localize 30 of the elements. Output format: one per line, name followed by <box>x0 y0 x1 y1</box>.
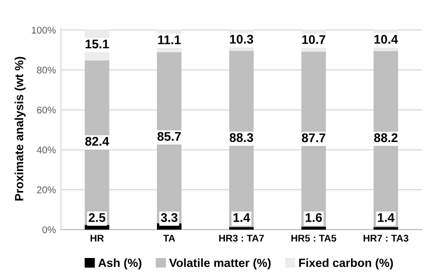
data-label: 82.4 <box>85 136 110 146</box>
legend-label: Fixed carbon (%) <box>299 258 393 270</box>
data-label: 1.6 <box>306 213 322 222</box>
data-label: 10.7 <box>302 35 326 44</box>
data-label: 2.5 <box>88 213 106 222</box>
x-tick-label: TA <box>163 234 176 242</box>
data-label: 87.7 <box>302 133 326 142</box>
y-axis-title: Proximate analysis (wt %) <box>14 56 26 201</box>
y-tick-label: 100% <box>32 26 56 34</box>
legend-label: Volatile matter (%) <box>169 258 271 270</box>
x-tick-label: HR <box>90 234 104 242</box>
y-tick-label: 20% <box>37 186 56 194</box>
data-label: 85.7 <box>157 132 181 141</box>
x-tick-label: HR5 : TA5 <box>291 234 336 242</box>
y-tick-label: 60% <box>37 106 56 114</box>
data-label: 15.1 <box>86 40 109 48</box>
data-label: 11.1 <box>158 36 181 44</box>
legend-label: Ash (%) <box>98 258 142 270</box>
data-label: 88.3 <box>230 133 254 142</box>
data-label: 10.4 <box>374 34 398 44</box>
data-label: 88.2 <box>374 133 398 142</box>
y-tick-label: 80% <box>37 66 56 74</box>
y-tick-label: 0% <box>42 226 56 234</box>
x-tick-label: HR7 : TA3 <box>364 234 408 242</box>
x-tick-label: HR3 : TA7 <box>219 234 264 242</box>
data-label: 10.3 <box>230 34 254 44</box>
data-label: 3.3 <box>160 213 178 222</box>
data-label: 1.4 <box>378 213 394 222</box>
data-label: 1.4 <box>234 213 250 222</box>
y-tick-label: 40% <box>36 146 56 154</box>
